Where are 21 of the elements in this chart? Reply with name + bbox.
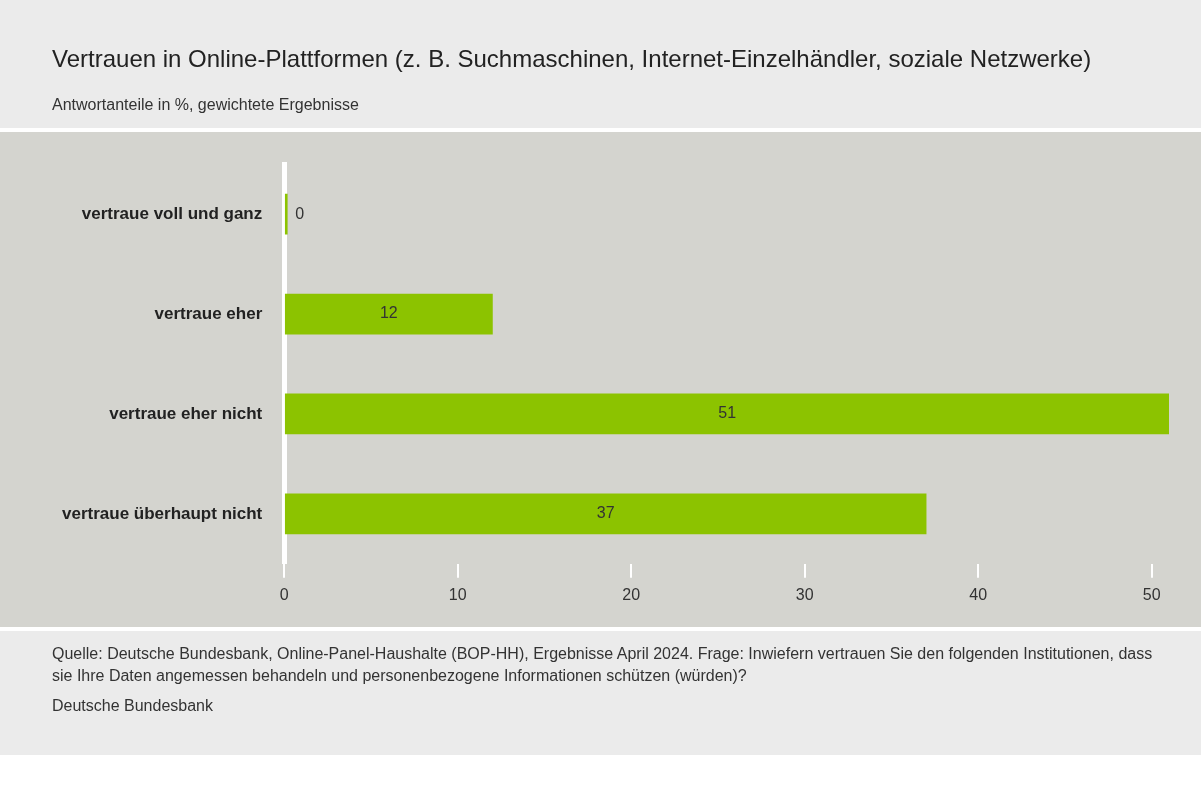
x-tick-label: 30 [795,585,814,603]
chart-subtitle: Antwortanteile in %, gewichtete Ergebnisse [52,96,360,114]
x-tick-label: 50 [1142,585,1161,603]
x-tick-label: 40 [969,585,988,603]
x-tick-label: 20 [622,585,641,603]
text: Deutsche Bundesbank [52,696,214,716]
bar [284,493,927,535]
y-tick-label: vertraue überhaupt nicht [61,503,263,523]
chart-title: Vertrauen in Online-Plattformen (z. B. Suchmaschinen, Internet-Einzelhändler, soziale Netzwerke) [52,44,1093,74]
x-tick-label: 10 [448,585,467,603]
bar [284,193,288,235]
data-label: 12 [379,304,398,322]
data-label: 51 [718,404,737,422]
source-note: Quelle: Deutsche Bundesbank, Online-Panel-Haushalte (BOP-HH), Ergebnisse April 2024. Frage: Inwiefern vertrauen Sie den folgenden Institutionen, dass sie Ihre Daten angemessen behandeln und personenbezogene Informationen schützen (würden)? [52,644,1154,686]
y-tick-label: vertraue eher nicht [109,403,263,423]
data-label: 0 [295,204,305,222]
data-label: 37 [596,504,615,522]
x-tick-label: 0 [279,585,289,603]
y-tick-label: vertraue voll und ganz [81,203,263,223]
y-tick-label: vertraue eher [154,303,263,323]
bar [284,393,1169,435]
